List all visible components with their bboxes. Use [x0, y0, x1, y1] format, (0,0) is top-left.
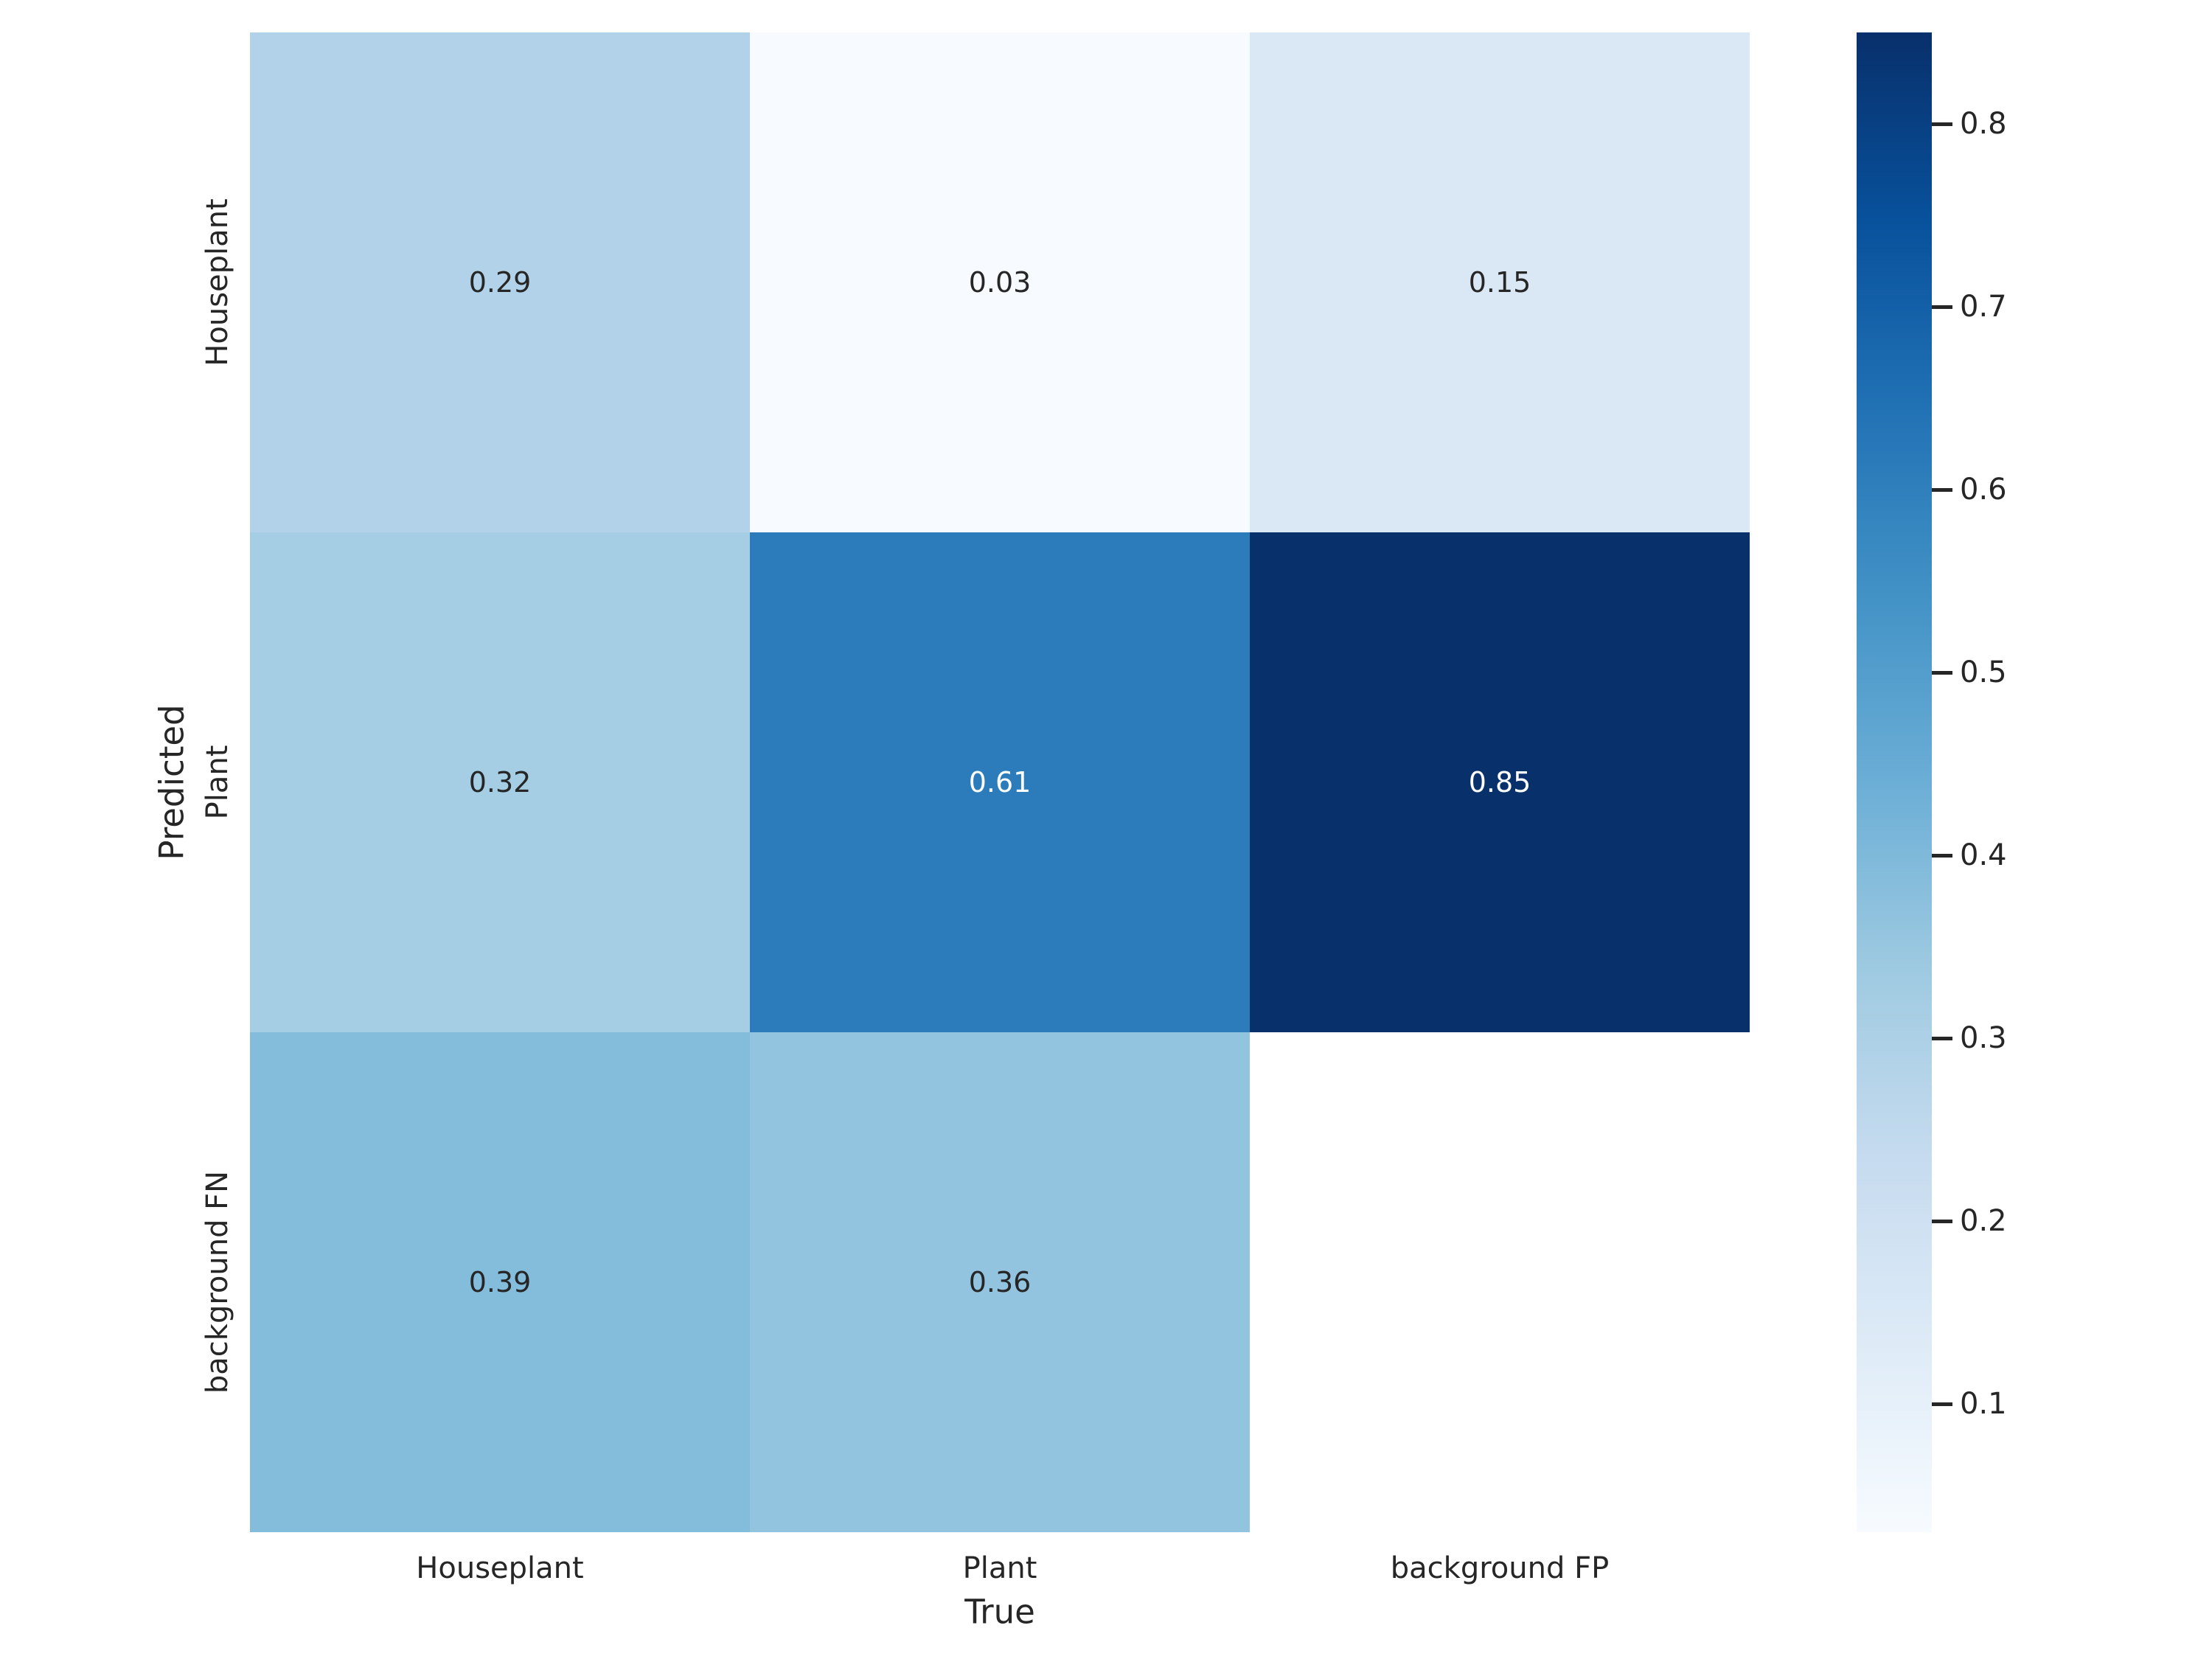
- colorbar-tick-mark: [1932, 1036, 1952, 1040]
- x-tick-label-houseplant: Houseplant: [416, 1551, 584, 1585]
- y-tick-label-plant: Plant: [201, 745, 234, 820]
- colorbar-tick-label: 0.4: [1960, 838, 2007, 873]
- cell-value: 0.39: [468, 1266, 532, 1298]
- heatmap-cell-r2c2: [1250, 1032, 1750, 1532]
- x-tick-label-plant: Plant: [962, 1551, 1037, 1585]
- colorbar: [1857, 32, 1932, 1532]
- colorbar-tick-mark: [1932, 670, 1952, 675]
- x-axis-label: True: [964, 1592, 1035, 1632]
- cell-value: 0.32: [468, 766, 532, 799]
- cell-value: 0.15: [1468, 266, 1531, 299]
- colorbar-tick-label: 0.2: [1960, 1204, 2007, 1239]
- heatmap-cell-r1c0: 0.32: [250, 532, 750, 1032]
- colorbar-tick-mark: [1932, 1219, 1952, 1223]
- colorbar-tick-label: 0.1: [1960, 1387, 2007, 1422]
- heatmap-cell-r0c1: 0.03: [750, 32, 1250, 532]
- colorbar-tick-label: 0.3: [1960, 1021, 2007, 1056]
- y-tick-label-background-fn: background FN: [201, 1170, 234, 1394]
- cell-value: 0.85: [1468, 766, 1531, 799]
- cell-value: 0.36: [968, 1266, 1032, 1298]
- heatmap-cell-r0c0: 0.29: [250, 32, 750, 532]
- heatmap-grid: 0.29 0.03 0.15 0.32 0.61 0.85 0.39 0.36: [250, 32, 1750, 1532]
- heatmap-cell-r0c2: 0.15: [1250, 32, 1750, 532]
- colorbar-tick-mark: [1932, 305, 1952, 309]
- colorbar-tick-mark: [1932, 853, 1952, 858]
- colorbar-tick-mark: [1932, 1402, 1952, 1406]
- colorbar-tick-label: 0.6: [1960, 473, 2007, 507]
- x-tick-label-background-fp: background FP: [1390, 1551, 1610, 1585]
- colorbar-tick-label: 0.5: [1960, 655, 2007, 690]
- heatmap-cell-r1c2: 0.85: [1250, 532, 1750, 1032]
- colorbar-tick-mark: [1932, 122, 1952, 126]
- y-axis-label: Predicted: [152, 704, 192, 860]
- colorbar-tick-label: 0.7: [1960, 290, 2007, 324]
- heatmap-cell-r1c1: 0.61: [750, 532, 1250, 1032]
- colorbar-tick-mark: [1932, 487, 1952, 492]
- cell-value: 0.03: [968, 266, 1032, 299]
- colorbar-tick-label: 0.8: [1960, 107, 2007, 142]
- cell-value: 0.61: [968, 766, 1032, 799]
- heatmap-cell-r2c0: 0.39: [250, 1032, 750, 1532]
- y-tick-label-houseplant: Houseplant: [201, 198, 234, 366]
- cell-value: 0.29: [468, 266, 532, 299]
- heatmap-cell-r2c1: 0.36: [750, 1032, 1250, 1532]
